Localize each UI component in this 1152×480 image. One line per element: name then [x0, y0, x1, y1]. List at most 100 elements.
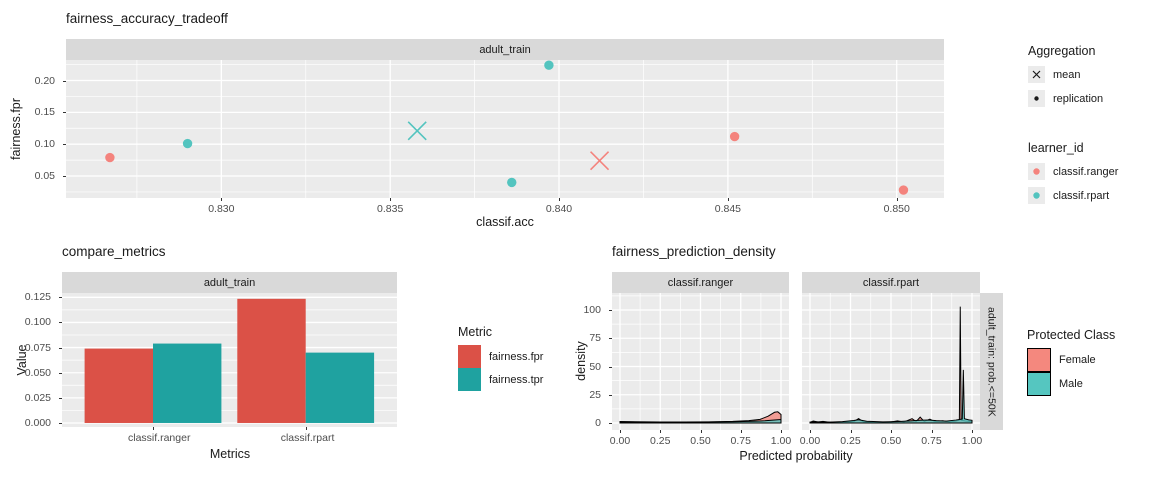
- x-tick-label: 1.00: [961, 435, 983, 447]
- x-tick-mark: [221, 198, 223, 201]
- legend-item-label: classif.rpart: [1053, 189, 1110, 202]
- x-tick-mark: [559, 198, 561, 201]
- density-right-strip: adult_train: prob.<=50K: [980, 293, 1003, 430]
- y-tick-mark: [609, 338, 612, 340]
- legend-item-label: mean: [1053, 68, 1081, 81]
- density-panel-classif.ranger: [612, 293, 789, 430]
- metric-legend: Metric fairness.fpr fairness.tpr: [458, 325, 543, 391]
- compare-x-axis-title: Metrics: [209, 447, 251, 461]
- y-tick-mark: [59, 397, 62, 399]
- x-tick-mark: [931, 430, 933, 433]
- tradeoff-panel-background: [66, 60, 944, 198]
- y-tick-mark: [63, 112, 66, 114]
- y-tick-mark: [63, 144, 66, 146]
- legend-item-label: fairness.tpr: [489, 373, 544, 386]
- density-facet-strip-ranger: classif.ranger: [612, 272, 789, 293]
- point-classif.ranger: [729, 131, 740, 142]
- density-facet-strip-rpart: classif.rpart: [802, 272, 980, 293]
- x-tick-label: 0.840: [545, 203, 573, 215]
- x-tick-mark: [972, 430, 973, 433]
- y-tick-label: 0.125: [24, 291, 51, 304]
- legend-item-fairness-fpr: fairness.fpr: [458, 345, 543, 368]
- x-tick-label: 0.00: [609, 435, 631, 447]
- x-tick-label: 0.50: [880, 435, 902, 447]
- tradeoff-panel: [66, 60, 944, 198]
- x-tick-label: 0.25: [650, 435, 671, 447]
- y-tick-label: 0.15: [34, 106, 55, 119]
- compare-facet-strip: adult_train: [62, 272, 397, 293]
- y-tick-label: 0.05: [34, 170, 55, 183]
- aggregation-legend-title: Aggregation: [1028, 44, 1096, 58]
- learner-id-legend-title: learner_id: [1028, 141, 1084, 155]
- point-classif.ranger: [105, 152, 115, 163]
- legend-item-label: Female: [1059, 354, 1096, 366]
- x-tick-mark: [620, 430, 621, 433]
- x-tick-label: 0.75: [730, 435, 751, 447]
- point-classif.rpart: [182, 138, 193, 149]
- y-tick-label: 0.10: [34, 138, 55, 151]
- compare-plot-title: compare_metrics: [62, 244, 166, 259]
- legend-item-female: Female: [1027, 348, 1115, 372]
- density-area-male-classif.rpart: [809, 369, 973, 424]
- y-tick-label: 50: [589, 360, 601, 373]
- x-tick-label: classif.rpart: [280, 432, 335, 444]
- density-x-axis-title: Predicted probability: [739, 449, 853, 463]
- y-tick-mark: [59, 297, 62, 299]
- fpr-color-swatch: [458, 345, 481, 368]
- x-tick-mark: [700, 430, 702, 433]
- legend-item-male: Male: [1027, 372, 1115, 396]
- bar-classif.rpart-fairness.fpr: [237, 298, 306, 423]
- y-tick-label: 25: [589, 388, 601, 401]
- mean-cross-classif.rpart: [407, 121, 427, 141]
- x-tick-mark: [390, 198, 392, 201]
- x-tick-label: 0.850: [883, 203, 910, 215]
- tradeoff-x-axis-title: classif.acc: [476, 215, 534, 229]
- legend-item-label: fairness.fpr: [489, 350, 544, 363]
- tradeoff-facet-strip: adult_train: [66, 39, 944, 60]
- x-tick-mark: [781, 430, 782, 433]
- x-tick-label: 0.845: [714, 203, 742, 215]
- x-tick-label: 1.00: [770, 435, 792, 447]
- density-facet-label: classif.ranger: [667, 276, 734, 289]
- x-tick-mark: [810, 430, 811, 433]
- compare-facet-label: adult_train: [203, 276, 256, 289]
- x-tick-mark: [305, 427, 307, 430]
- y-tick-mark: [609, 394, 612, 396]
- y-tick-mark: [63, 80, 66, 82]
- y-tick-label: 0.000: [24, 416, 51, 429]
- learner-id-legend: learner_id classif.ranger classif.rpart: [1028, 141, 1118, 204]
- compare-panel: [62, 293, 397, 427]
- legend-item-replication: replication: [1028, 90, 1103, 107]
- y-tick-label: 0.025: [24, 391, 51, 404]
- x-tick-mark: [153, 427, 154, 430]
- y-tick-label: 75: [589, 332, 601, 345]
- y-tick-mark: [59, 347, 62, 349]
- x-tick-label: 0.835: [377, 203, 404, 215]
- tpr-color-swatch: [458, 368, 481, 391]
- protected-class-legend: Protected Class Female Male: [1027, 328, 1115, 396]
- y-tick-label: 0.20: [34, 74, 55, 87]
- y-tick-label: 0.050: [24, 366, 51, 379]
- x-tick-label: 0.00: [799, 435, 821, 447]
- y-tick-label: 0: [595, 417, 601, 429]
- y-tick-mark: [609, 366, 612, 368]
- density-facet-label: classif.rpart: [862, 276, 920, 289]
- x-tick-label: 0.830: [208, 203, 235, 215]
- mean-cross-classif.ranger: [589, 151, 610, 171]
- y-tick-mark: [59, 372, 62, 374]
- x-tick-mark: [727, 198, 729, 201]
- y-tick-mark: [59, 422, 62, 424]
- x-tick-mark: [850, 430, 852, 433]
- legend-item-fairness-tpr: fairness.tpr: [458, 368, 543, 391]
- x-tick-mark: [896, 198, 898, 201]
- x-tick-label: 0.25: [840, 435, 861, 447]
- female-color-swatch: [1027, 348, 1051, 372]
- x-tick-label: 0.50: [690, 435, 711, 447]
- ranger-dot-icon: [1028, 163, 1045, 180]
- bar-classif.ranger-fairness.tpr: [153, 343, 222, 423]
- tradeoff-facet-label: adult_train: [479, 43, 531, 56]
- density-right-strip-label: adult_train: prob.<=50K: [985, 306, 998, 417]
- replication-dot-icon: [1028, 90, 1045, 107]
- y-tick-label: 0.100: [24, 316, 51, 329]
